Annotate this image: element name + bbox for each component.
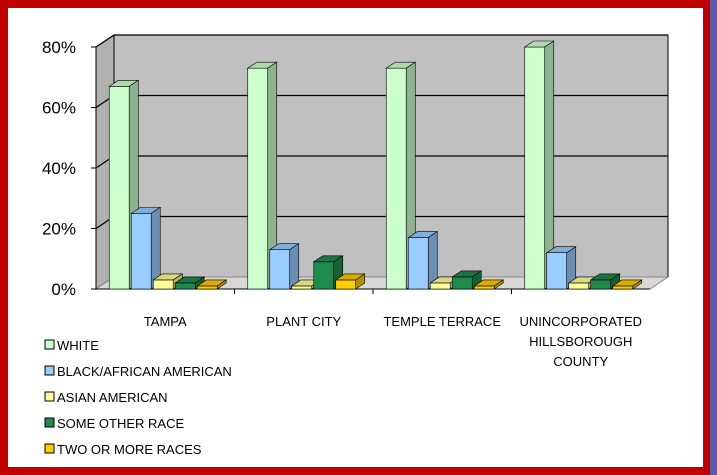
bar bbox=[246, 61, 278, 290]
bar bbox=[589, 273, 621, 290]
bar-front bbox=[313, 261, 335, 290]
legend-label: SOME OTHER RACE bbox=[57, 416, 184, 431]
bar-front bbox=[108, 86, 130, 290]
legend-label: BLACK/AFRICAN AMERICAN bbox=[57, 364, 232, 379]
y-tick-label: 80% bbox=[42, 38, 76, 57]
legend-swatch bbox=[44, 417, 55, 428]
legend-swatch bbox=[44, 339, 55, 350]
bar bbox=[523, 40, 555, 290]
bar-side bbox=[216, 279, 227, 290]
x-category-label: HILLSBOROUGH bbox=[529, 334, 632, 349]
bar-front bbox=[568, 282, 590, 290]
y-tick-label: 40% bbox=[42, 159, 76, 178]
window-edge bbox=[710, 0, 717, 475]
bar-front bbox=[429, 282, 451, 290]
bar-front bbox=[451, 276, 473, 290]
x-category-label: UNINCORPORATED bbox=[519, 314, 642, 329]
legend-swatch bbox=[44, 443, 55, 454]
bar bbox=[130, 206, 162, 290]
bar bbox=[407, 231, 439, 290]
bar-front bbox=[269, 249, 291, 290]
x-category-label: PLANT CITY bbox=[266, 314, 341, 329]
x-category-label: TAMPA bbox=[144, 314, 187, 329]
legend-label: TWO OR MORE RACES bbox=[57, 442, 202, 457]
bar-front bbox=[612, 285, 634, 290]
bar bbox=[385, 61, 417, 290]
bar-front bbox=[590, 279, 612, 290]
legend-swatch bbox=[44, 365, 55, 376]
x-category-label: TEMPLE TERRACE bbox=[383, 314, 501, 329]
bar bbox=[473, 279, 505, 290]
bar-front bbox=[196, 285, 218, 290]
legend-label: ASIAN AMERICAN bbox=[57, 390, 168, 405]
bar-front bbox=[524, 46, 546, 290]
bar bbox=[334, 273, 366, 290]
bar-front bbox=[473, 285, 495, 290]
legend-label: WHITE bbox=[57, 338, 99, 353]
bar-front bbox=[546, 252, 568, 290]
bar bbox=[268, 243, 300, 290]
bar-front bbox=[152, 279, 174, 290]
bar-front bbox=[130, 213, 152, 290]
y-tick-label: 20% bbox=[42, 220, 76, 239]
legend-swatch bbox=[44, 391, 55, 402]
bar-front bbox=[174, 282, 196, 290]
bar-side bbox=[632, 279, 643, 290]
bar bbox=[451, 270, 483, 290]
x-category-label: COUNTY bbox=[553, 354, 608, 369]
bar-front bbox=[291, 285, 313, 290]
y-tick-label: 0% bbox=[51, 280, 76, 299]
bar-front bbox=[247, 67, 269, 290]
y-tick-label: 60% bbox=[42, 99, 76, 118]
gridline bbox=[95, 34, 668, 48]
bar bbox=[312, 255, 344, 290]
bar-side bbox=[355, 273, 366, 290]
bar bbox=[611, 279, 643, 290]
bar-side bbox=[493, 279, 504, 290]
bar-front bbox=[335, 279, 357, 290]
bar-front bbox=[385, 67, 407, 290]
bar-front bbox=[407, 237, 429, 290]
bar bbox=[196, 279, 228, 290]
